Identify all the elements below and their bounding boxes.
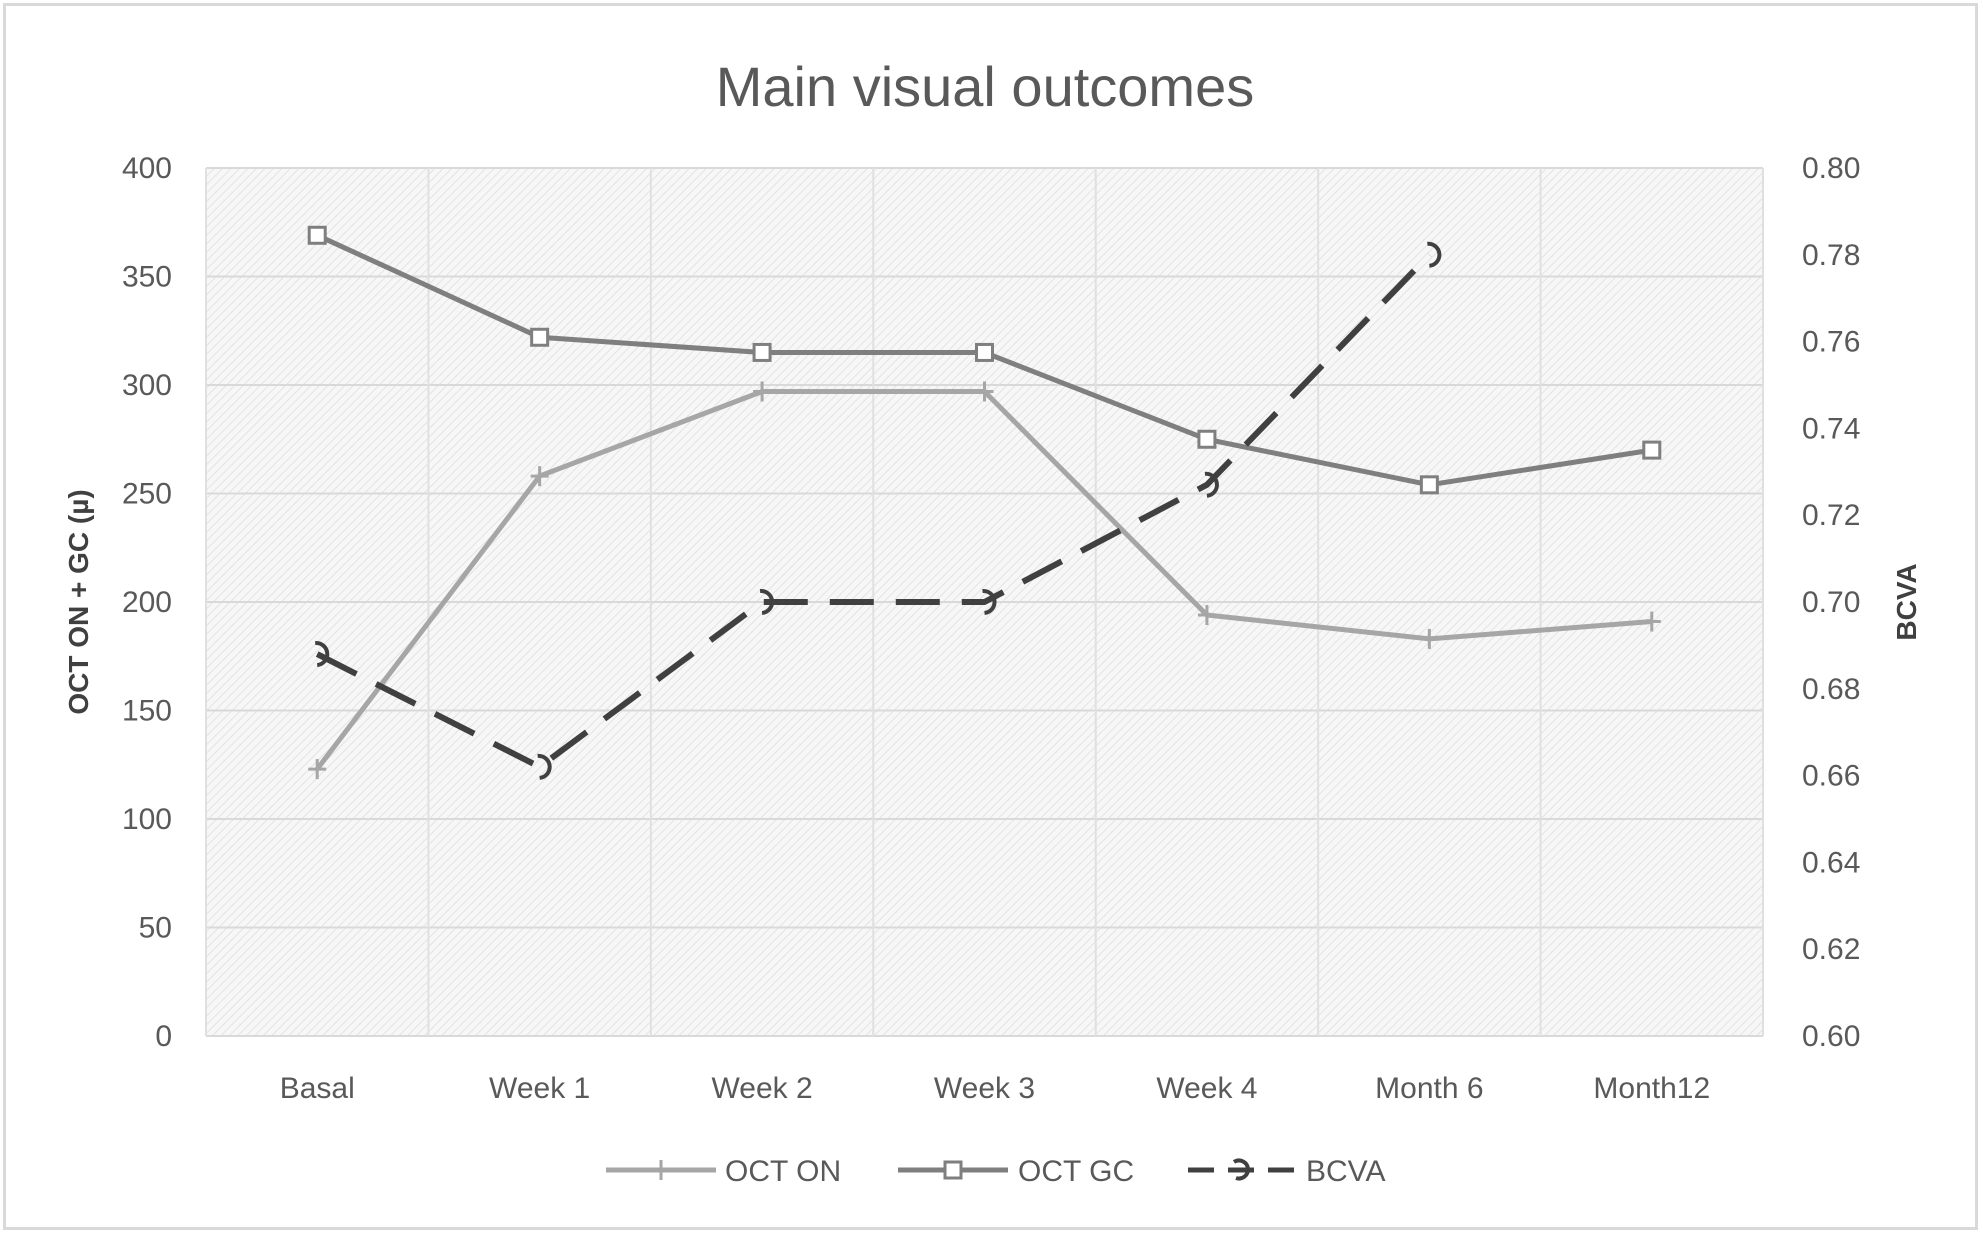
point-oct-gc	[975, 342, 994, 362]
right-tick-label: 0.66	[1802, 760, 1860, 793]
right-tick-label: 0.78	[1802, 239, 1860, 272]
x-tick-label: Week 1	[489, 1072, 590, 1105]
legend-label-oct-gc: OCT GC	[1018, 1155, 1134, 1188]
left-tick-label: 50	[139, 912, 172, 945]
right-tick-label: 0.60	[1802, 1020, 1860, 1053]
right-tick-label: 0.74	[1802, 412, 1860, 445]
legend-label-bcva: BCVA	[1306, 1155, 1385, 1188]
x-tick-label: Week 3	[934, 1072, 1035, 1105]
legend-item-bcva: BCVA	[1188, 1155, 1385, 1188]
left-tick-label: 300	[122, 369, 172, 402]
right-tick-label: 0.72	[1802, 499, 1860, 532]
x-tick-label: Basal	[280, 1072, 355, 1105]
point-oct-on	[308, 759, 327, 780]
point-bcva	[1204, 471, 1219, 498]
point-oct-on	[1197, 605, 1216, 626]
x-tick-label: Month12	[1593, 1072, 1710, 1105]
point-oct-on	[1420, 628, 1439, 649]
left-tick-label: 400	[122, 152, 172, 185]
right-tick-label: 0.64	[1802, 846, 1860, 879]
x-tick-label: Month 6	[1375, 1072, 1483, 1105]
left-axis-title: OCT ON + GC (µ)	[63, 489, 94, 714]
point-oct-on	[1642, 611, 1661, 632]
x-tick-label: Week 4	[1156, 1072, 1257, 1105]
point-bcva	[537, 753, 552, 780]
right-tick-label: 0.68	[1802, 673, 1860, 706]
right-tick-label: 0.70	[1802, 586, 1860, 619]
left-tick-label: 250	[122, 478, 172, 511]
right-axis-ticks: 0.60 0.62 0.64 0.66 0.68 0.70 0.72 0.74 0.76 0.78…	[1802, 152, 1860, 1053]
point-bcva	[315, 641, 330, 668]
right-axis-title: BCVA	[1891, 563, 1922, 640]
point-oct-gc	[307, 225, 327, 245]
legend: OCT ON OCT GC BCVA	[606, 1155, 1385, 1188]
point-bcva	[759, 588, 775, 615]
series-line-bcva	[315, 252, 1432, 770]
legend-item-oct-gc: OCT GC	[898, 1155, 1134, 1188]
chart-title: Main visual outcomes	[716, 55, 1254, 118]
point-oct-gc	[1197, 429, 1217, 449]
point-oct-gc	[752, 342, 772, 362]
point-oct-on	[530, 466, 549, 487]
point-oct-gc	[1419, 475, 1439, 495]
right-tick-label: 0.62	[1802, 933, 1860, 966]
point-bcva	[1427, 241, 1442, 268]
right-tick-label: 0.80	[1802, 152, 1860, 185]
right-tick-label: 0.76	[1802, 326, 1860, 359]
left-tick-label: 350	[122, 261, 172, 294]
legend-item-oct-on: OCT ON	[606, 1155, 841, 1188]
legend-label-oct-on: OCT ON	[725, 1155, 841, 1188]
left-tick-label: 150	[122, 695, 172, 728]
point-oct-gc	[1642, 440, 1662, 460]
left-tick-label: 0	[155, 1020, 172, 1053]
series-layer	[307, 225, 1662, 780]
point-oct-on	[753, 381, 772, 402]
x-axis-ticks: Basal Week 1 Week 2 Week 3 Week 4 Month 6 Mont…	[280, 1072, 1710, 1105]
left-tick-label: 200	[122, 586, 172, 619]
left-axis-ticks: 0 50 100 150 200 250 300 350 400	[122, 152, 172, 1053]
point-oct-gc	[530, 327, 550, 347]
x-tick-label: Week 2	[711, 1072, 812, 1105]
point-bcva	[982, 588, 997, 615]
legend-marker-oct-gc	[943, 1160, 963, 1180]
left-tick-label: 100	[122, 803, 172, 836]
legend-marker-bcva	[1232, 1158, 1250, 1181]
point-oct-on	[975, 381, 994, 402]
